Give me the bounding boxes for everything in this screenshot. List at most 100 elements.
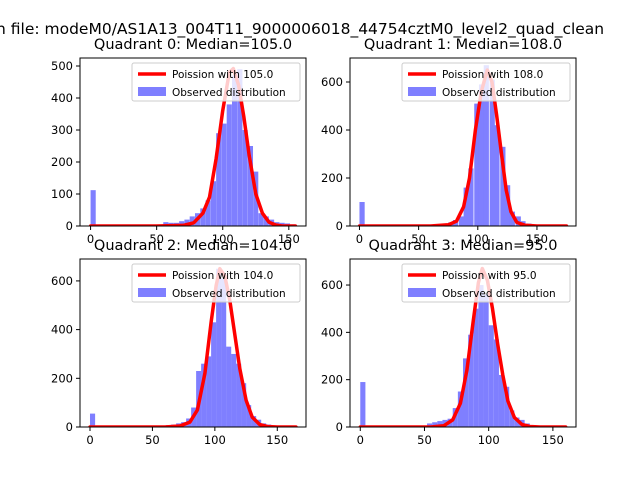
axes-title: Quadrant 3: Median=95.0 — [369, 238, 558, 254]
y-tick-label: 0 — [66, 219, 73, 233]
histogram-bar — [189, 216, 195, 226]
histogram-bar — [90, 190, 96, 226]
y-tick-label: 200 — [51, 371, 73, 385]
histogram-bar — [206, 356, 212, 427]
y-tick-label: 200 — [51, 155, 73, 169]
axes-title: Quadrant 1: Median=108.0 — [364, 37, 562, 53]
quadrant-0-plot-area — [88, 66, 298, 226]
x-tick-label: 0 — [86, 433, 93, 447]
x-tick-label: 100 — [478, 433, 500, 447]
y-tick-label: 200 — [321, 373, 343, 387]
histogram-bar — [478, 285, 484, 427]
y-tick-label: 300 — [51, 123, 73, 137]
histogram-bar — [468, 334, 474, 427]
legend-hist-swatch — [408, 288, 436, 297]
histogram-bar — [514, 417, 520, 427]
y-tick-label: 600 — [51, 274, 73, 288]
y-tick-label: 600 — [321, 278, 343, 292]
figure-suptitle: n file: modeM0/AS1A13_004T11_9000006018_… — [0, 20, 604, 39]
histogram-bar — [489, 79, 495, 226]
x-tick-label: 150 — [542, 433, 564, 447]
histogram-bar — [468, 168, 474, 226]
y-tick-label: 200 — [321, 171, 343, 185]
legend-hist-swatch — [408, 87, 436, 96]
legend-label-poisson: Poission with 95.0 — [442, 270, 537, 282]
x-tick-label: 0 — [356, 232, 363, 246]
legend-box — [131, 263, 301, 303]
axes-title: Quadrant 2: Median=104.0 — [94, 238, 292, 254]
legend-label-poisson: Poission with 104.0 — [172, 270, 273, 282]
y-tick-label: 600 — [321, 75, 343, 89]
histogram-bar — [505, 185, 511, 226]
y-tick-label: 400 — [321, 325, 343, 339]
histogram-bar — [89, 413, 96, 427]
axes-title: Quadrant 0: Median=105.0 — [94, 37, 292, 53]
x-tick-label: 50 — [411, 232, 426, 246]
histogram-bar — [427, 423, 433, 427]
quadrant-1-axes: 0 50 100 150 0 200 400 600 Quadrant 1: Median=10… — [321, 37, 577, 246]
x-tick-label: 150 — [278, 232, 300, 246]
histogram-bar — [483, 294, 489, 427]
histogram-bar — [216, 133, 222, 226]
histogram-bar — [509, 410, 515, 427]
x-tick-label: 150 — [266, 433, 288, 447]
histogram-bar — [200, 208, 206, 226]
histogram-bar — [241, 383, 247, 427]
x-tick-label: 50 — [145, 433, 160, 447]
histogram-bar — [201, 363, 207, 427]
histogram-bar — [478, 84, 485, 226]
legend: Poission with 108.0 Observed distribution — [401, 62, 571, 102]
histogram-bar — [500, 146, 506, 226]
quadrant-0-axes: 0 50 100 150 0 100 200 300 400 500 Quadrant 0: Med… — [51, 37, 307, 246]
quadrant-2-axes: 0 50 100 150 0 200 400 600 Quadrant 2: Median=10… — [51, 238, 307, 447]
histogram-bar — [231, 353, 237, 427]
x-tick-label: 100 — [212, 232, 234, 246]
y-tick-label: 400 — [51, 91, 73, 105]
histogram-bar — [509, 211, 515, 226]
x-tick-label: 100 — [467, 232, 489, 246]
histogram-bar — [226, 346, 232, 427]
x-tick-label: 0 — [87, 232, 94, 246]
legend-label-observed: Observed distribution — [442, 288, 556, 300]
histogram-bar — [236, 363, 242, 427]
y-tick-label: 0 — [336, 219, 343, 233]
axes-frame — [349, 258, 577, 428]
legend-label-poisson: Poission with 105.0 — [172, 69, 273, 81]
x-tick-label: 0 — [357, 433, 364, 447]
legend-label-observed: Observed distribution — [442, 87, 556, 99]
histogram-bar — [498, 374, 505, 427]
x-tick-label: 100 — [204, 433, 226, 447]
y-tick-label: 0 — [336, 420, 343, 434]
y-tick-label: 500 — [51, 59, 73, 73]
axes-frame — [79, 258, 307, 428]
histogram-bar — [258, 213, 264, 226]
histogram-bar — [504, 386, 510, 427]
histogram-bar — [488, 325, 494, 427]
y-tick-label: 400 — [321, 123, 343, 137]
histogram-bar — [216, 268, 222, 427]
histogram-bar — [463, 358, 469, 427]
legend: Poission with 105.0 Observed distribution — [131, 62, 301, 102]
histogram-bar — [226, 104, 232, 226]
histogram-bar — [246, 405, 252, 427]
histogram-bar — [360, 382, 366, 427]
legend-box — [401, 62, 571, 102]
histogram-bar — [205, 200, 211, 226]
y-tick-label: 100 — [51, 187, 73, 201]
quadrant-3-axes: 0 50 100 150 0 200 400 600 Quadrant 3: Median=95… — [321, 238, 577, 447]
histogram-bar — [221, 123, 227, 226]
x-tick-label: 50 — [417, 433, 432, 447]
histogram-bar — [359, 202, 365, 226]
histogram-bar — [474, 103, 480, 226]
legend-label-poisson: Poission with 108.0 — [442, 69, 543, 81]
legend-hist-swatch — [138, 288, 166, 297]
x-tick-label: 50 — [149, 232, 164, 246]
histogram-bar — [247, 146, 254, 226]
legend-box — [401, 263, 571, 303]
histogram-bar — [211, 322, 217, 427]
legend-label-observed: Observed distribution — [172, 288, 286, 300]
legend-hist-swatch — [138, 87, 166, 96]
histogram-bar — [473, 308, 479, 427]
axes-frame — [79, 57, 307, 227]
